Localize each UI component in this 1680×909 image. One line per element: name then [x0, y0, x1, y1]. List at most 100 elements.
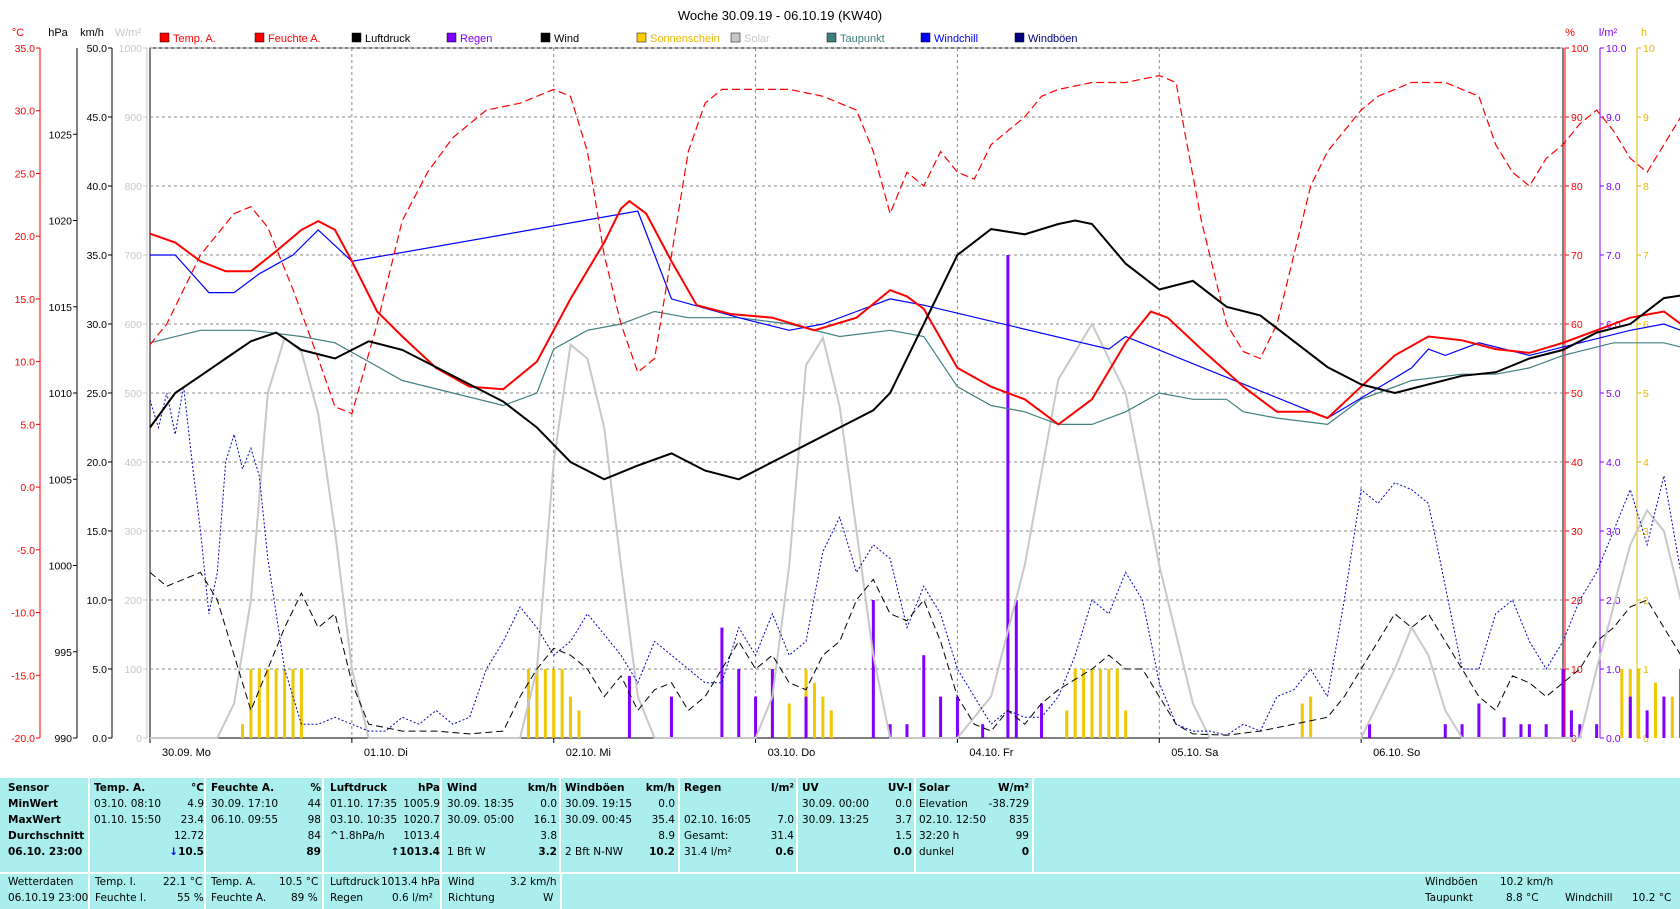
stats-cell-value-text: 12.72	[173, 830, 204, 842]
taupunkt-value: 8.8 °C	[1506, 892, 1539, 904]
sonnenschein-bar	[1065, 710, 1069, 738]
stats-row	[684, 796, 794, 812]
stats-cell-value: 44	[308, 796, 321, 812]
stats-cell-value-text: 3.8	[540, 830, 557, 842]
stats-cell-label: dunkel	[919, 846, 955, 858]
stats-cell-label: 03.10. 10:35	[330, 814, 397, 826]
x-tick-label: 04.10. Fr	[969, 747, 1013, 759]
wind-tick-label: 15.0	[87, 526, 108, 538]
trend-up-icon: ↑	[390, 846, 400, 858]
stats-header-unit: hPa	[418, 782, 440, 794]
wind-tick-label: 25.0	[87, 388, 108, 400]
stats-cell-label: 30.09. 05:00	[447, 814, 514, 826]
sonnenschein-bar	[560, 669, 564, 738]
stats-row: 03.10. 08:10 4.9	[94, 796, 204, 812]
divider	[559, 776, 561, 872]
rain-tick-label: 8.0	[1606, 181, 1621, 193]
pressure-tick-label: 1025	[49, 129, 73, 141]
stats-row: 1 Bft W 3.2	[447, 844, 557, 860]
stats-column: Windböen km/h 30.09. 19:15 0.0 30.09. 00:45 3…	[565, 780, 675, 860]
sonnenschein-bar	[1670, 696, 1674, 738]
solar-tick-label: 700	[124, 250, 142, 262]
solar-tick-label: 800	[124, 181, 142, 193]
regen-bar	[955, 696, 959, 738]
stats-header-unit: km/h	[527, 782, 557, 794]
temp-tick-label: 25.0	[15, 168, 36, 180]
stats-cell-value: 0.0	[893, 844, 912, 860]
legend-label: Feuchte A.	[268, 33, 321, 45]
stats-row: Elevation -38.729	[919, 796, 1029, 812]
regen-bar	[737, 669, 741, 738]
sonnenschein-bar	[1098, 669, 1102, 738]
stats-cell-value-text: 23.4	[180, 814, 204, 826]
stats-column: Temp. A. °C 03.10. 08:10 4.9 01.10. 15:50 23.…	[94, 780, 204, 860]
stats-cell-value-text: 1.5	[895, 830, 912, 842]
sonnenschein-bar	[543, 669, 547, 738]
pressure-tick-label: 1000	[49, 561, 73, 573]
stats-row: 30.09. 13:25 3.7	[802, 812, 912, 828]
stats-column: Regen l/m² 02.10. 16:05 7.0 Gesamt: 31.4 31.4 …	[684, 780, 794, 860]
stats-cell-label: 2 Bft N-NW	[565, 846, 624, 858]
solar-tick-label: 400	[124, 457, 142, 469]
stats-cell-value-text: 16.1	[533, 814, 557, 826]
richtung-value: W	[543, 892, 554, 904]
stats-row: ^1.8hPa/h 1013.4	[330, 828, 440, 844]
stats-header: Wind km/h	[447, 780, 557, 796]
regen-bar	[905, 724, 909, 738]
legend-swatch	[730, 32, 741, 43]
sonnenschein-bar	[552, 669, 556, 738]
stats-cell-value: 7.0	[777, 812, 794, 828]
sun-tick-label: 5	[1643, 388, 1649, 400]
regen-bar	[1519, 724, 1523, 738]
stats-cell-value-text: 1013.4	[399, 846, 440, 858]
stats-cell-label: 32:20 h	[919, 830, 960, 842]
sonnenschein-bar	[1124, 710, 1128, 738]
solar-tick-label: 900	[124, 112, 142, 124]
regen-bar	[1006, 255, 1010, 738]
stats-cell-value-text: 84	[307, 830, 321, 842]
regen-bar	[871, 600, 875, 738]
luftdruck-line	[149, 219, 1680, 481]
temp-a-label: Temp. A.	[211, 876, 256, 888]
regen-bar	[754, 696, 758, 738]
stats-cell-value-text: 1020.7	[403, 814, 440, 826]
temp-tick-label: 0.0	[20, 482, 35, 494]
stats-row: 06.10. 09:55 98	[211, 812, 321, 828]
sonnenschein-bar	[577, 710, 581, 738]
divider	[88, 872, 90, 909]
solar-tick-label: 300	[124, 526, 142, 538]
legend-label: Solar	[744, 33, 770, 45]
regen-bar	[1544, 724, 1548, 738]
regen-bar	[1578, 724, 1582, 738]
sonnenschein-bar	[1115, 669, 1119, 738]
legend-swatch	[1014, 32, 1025, 43]
x-tick-label: 03.10. Do	[768, 747, 816, 759]
stats-cell-value: 10.2	[649, 844, 675, 860]
stats-column: Wind km/h 30.09. 18:35 0.0 30.09. 05:00 16.1 3…	[447, 780, 557, 860]
humidity-tick-label: 90	[1571, 112, 1583, 124]
rain-axis-unit: l/m²	[1599, 27, 1618, 39]
stats-row-label: 06.10. 23:00	[8, 846, 83, 858]
temp-tick-label: -5.0	[17, 545, 35, 557]
sonnenschein-bar	[535, 669, 539, 738]
stats-row: MaxWert	[8, 812, 88, 828]
legend-swatch	[446, 32, 457, 43]
stats-cell-value: 23.4	[181, 812, 204, 828]
stats-header-label: Feuchte A.	[211, 782, 275, 794]
sonnenschein-bar	[257, 669, 261, 738]
taupunkt-label: Taupunkt	[1425, 892, 1473, 904]
stats-cell-label: 30.09. 17:10	[211, 798, 278, 810]
stats-cell-value-text: 0.0	[895, 798, 912, 810]
x-tick-label: 30.09. Mo	[162, 747, 211, 759]
stats-row: 84	[211, 828, 321, 844]
stats-cell-label: 06.10. 09:55	[211, 814, 278, 826]
stats-row: 12.72	[94, 828, 204, 844]
windchill-label: Windchill	[1565, 892, 1613, 904]
stats-cell-value: 1020.7	[403, 812, 440, 828]
sonnenschein-bar	[283, 669, 287, 738]
stats-row: 02.10. 16:05 7.0	[684, 812, 794, 828]
taupunkt-line	[149, 310, 1680, 426]
stats-header-unit: %	[310, 782, 321, 794]
stats-cell-label: 31.4 l/m²	[684, 846, 732, 858]
wind-tick-label: 20.0	[87, 457, 108, 469]
